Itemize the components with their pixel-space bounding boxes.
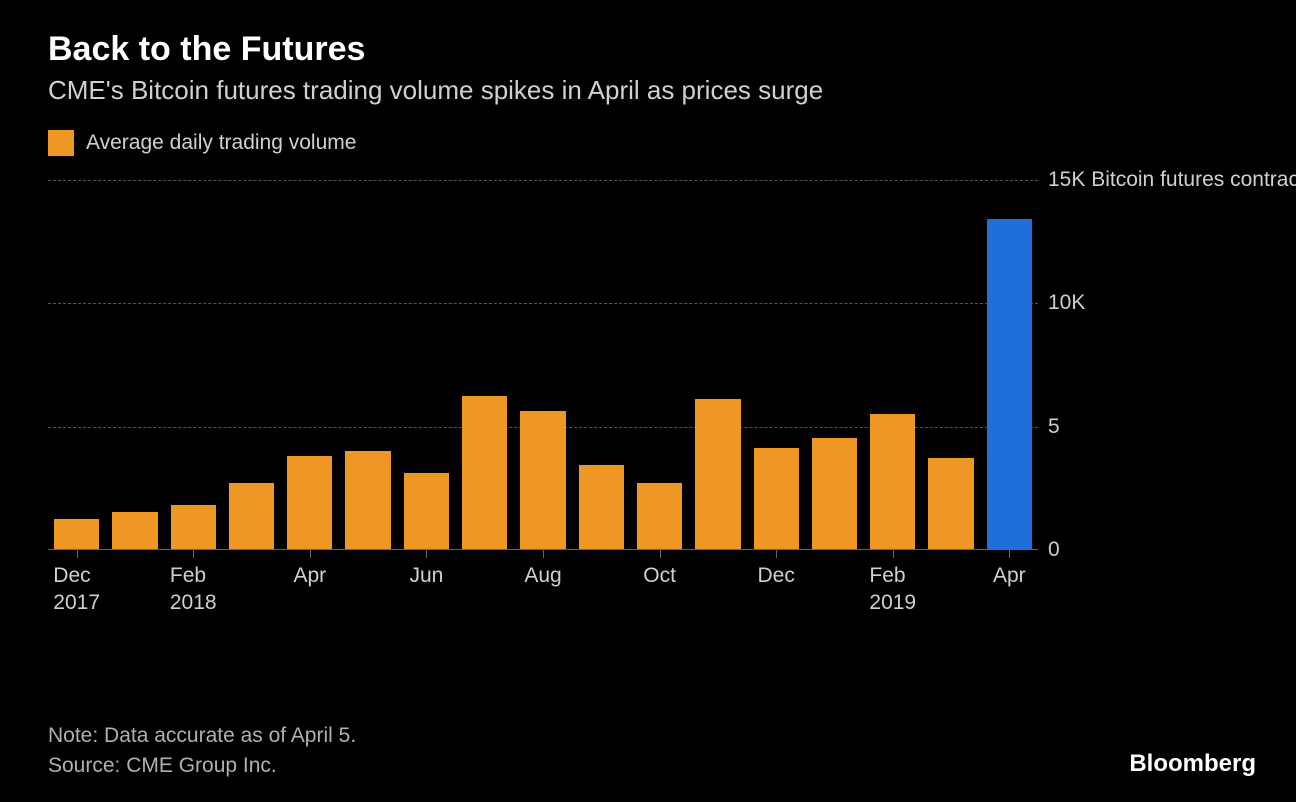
bar (229, 483, 274, 549)
bar (520, 411, 565, 549)
plot-region (48, 180, 1038, 550)
x-tick-label: Aug (524, 562, 561, 589)
x-tick (426, 550, 427, 558)
x-tick (660, 550, 661, 558)
x-tick-label: Dec2017 (53, 562, 100, 617)
footer: Note: Data accurate as of April 5. Sourc… (48, 721, 1256, 780)
y-tick-label: 15K Bitcoin futures contracts (1048, 168, 1296, 192)
bar (870, 414, 915, 549)
x-tick (776, 550, 777, 558)
x-tick (543, 550, 544, 558)
x-tick (1009, 550, 1010, 558)
bar (345, 451, 390, 549)
y-tick-label: 0 (1048, 538, 1060, 562)
chart-subtitle: CME's Bitcoin futures trading volume spi… (48, 75, 1256, 106)
x-tick-label: Apr (293, 562, 326, 589)
footer-source: Source: CME Group Inc. (48, 751, 1256, 780)
bars-group (48, 180, 1038, 549)
bar (54, 519, 99, 549)
x-tick-label: Feb2019 (869, 562, 916, 617)
bar (462, 396, 507, 549)
x-tick (310, 550, 311, 558)
x-tick-label: Jun (409, 562, 443, 589)
chart-container: Back to the Futures CME's Bitcoin future… (0, 0, 1296, 802)
bar (754, 448, 799, 549)
y-tick-label: 10K (1048, 291, 1085, 315)
brand-label: Bloomberg (1129, 750, 1256, 778)
legend-swatch (48, 130, 74, 156)
legend-label: Average daily trading volume (86, 131, 356, 155)
bar (287, 456, 332, 549)
chart-title: Back to the Futures (48, 30, 1256, 69)
bar (404, 473, 449, 549)
x-tick (893, 550, 894, 558)
bar (171, 505, 216, 549)
bar (112, 512, 157, 549)
x-tick (193, 550, 194, 558)
x-tick-label: Apr (993, 562, 1026, 589)
bar (579, 465, 624, 549)
x-tick-label: Dec (757, 562, 794, 589)
bar (695, 399, 740, 549)
bar (928, 458, 973, 549)
bar (987, 219, 1032, 549)
chart-area: 0510K15K Bitcoin futures contracts Dec20… (48, 180, 1256, 610)
x-tick-label: Oct (643, 562, 676, 589)
x-tick-label: Feb2018 (170, 562, 217, 617)
bar (637, 483, 682, 549)
x-tick (77, 550, 78, 558)
legend: Average daily trading volume (48, 130, 1256, 156)
footer-note: Note: Data accurate as of April 5. (48, 721, 1256, 750)
y-tick-label: 5 (1048, 415, 1060, 439)
bar (812, 438, 857, 549)
x-axis-labels: Dec2017 Feb2018 Apr Jun Aug Oct Dec Feb2019 Apr (48, 562, 1038, 622)
